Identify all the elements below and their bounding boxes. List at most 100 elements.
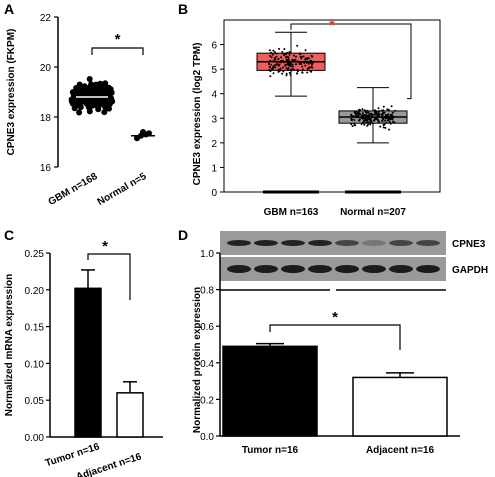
box-data-point bbox=[275, 55, 278, 58]
y-axis-label: CPNE3 expression (log2 TPM) bbox=[192, 43, 203, 186]
box-data-point bbox=[299, 53, 302, 56]
bar bbox=[116, 392, 144, 438]
y-tick-label: 0.10 bbox=[25, 359, 45, 370]
significance-star: * bbox=[329, 17, 335, 34]
box-data-point bbox=[288, 62, 291, 65]
box-data-point bbox=[271, 53, 274, 56]
box-data-point bbox=[288, 53, 291, 56]
box-data-point bbox=[361, 112, 364, 115]
box-data-point bbox=[277, 68, 280, 71]
box-data-point bbox=[377, 119, 379, 122]
box-data-point bbox=[382, 111, 385, 114]
blot-band bbox=[254, 265, 278, 273]
box-data-point bbox=[278, 47, 281, 50]
box-data-point bbox=[374, 110, 376, 113]
blot-band bbox=[362, 265, 386, 273]
box-data-point bbox=[309, 70, 312, 73]
panel-c-chart: 0.00 0.05 0.10 0.15 0.20 0.25 Normalized mRNA … bbox=[4, 238, 163, 477]
box-data-point bbox=[296, 70, 299, 73]
y-tick-label: 0.00 bbox=[25, 433, 45, 444]
y-axis-label: CPNE3 expression (FKPM) bbox=[6, 29, 17, 156]
box-data-point bbox=[283, 48, 286, 50]
box-data-point bbox=[361, 108, 364, 111]
box-data-point bbox=[389, 122, 392, 125]
box-data-point bbox=[289, 74, 292, 76]
box-data-point bbox=[378, 113, 381, 116]
blot-band bbox=[308, 265, 332, 273]
box-data-point bbox=[366, 124, 369, 127]
x-category-label: GBM n=163 bbox=[264, 207, 319, 218]
box-data-point bbox=[285, 67, 288, 70]
y-tick-label: 6 bbox=[211, 41, 217, 52]
box-data-point bbox=[277, 57, 280, 60]
box-data-point bbox=[279, 61, 281, 64]
box-data-point bbox=[362, 114, 365, 116]
box-data-point bbox=[311, 55, 314, 58]
y-tick-label: 4 bbox=[211, 90, 217, 101]
y-tick-label: 0.4 bbox=[200, 359, 214, 370]
gbm-data-point bbox=[96, 83, 103, 90]
box-data-point bbox=[300, 57, 303, 60]
box-data-point bbox=[364, 110, 367, 113]
blot-band bbox=[254, 240, 278, 246]
box-data-point bbox=[380, 109, 383, 112]
box-data-point bbox=[388, 116, 391, 119]
y-tick-label: 18 bbox=[40, 113, 52, 124]
box-data-point bbox=[272, 72, 275, 75]
box-data-point bbox=[357, 111, 360, 114]
box-data-point bbox=[270, 63, 273, 66]
box-data-point bbox=[369, 113, 372, 115]
box-data-point bbox=[277, 63, 280, 66]
gbm-data-point bbox=[78, 92, 85, 99]
box-data-point bbox=[285, 74, 288, 77]
significance-bracket bbox=[269, 324, 401, 350]
box-data-point bbox=[382, 109, 385, 112]
blot-band bbox=[281, 240, 305, 246]
box-data-point bbox=[353, 124, 356, 127]
box-data-point bbox=[309, 62, 312, 65]
gbm-data-point bbox=[91, 91, 98, 98]
blot-band bbox=[362, 240, 386, 246]
box-data-point bbox=[310, 60, 312, 63]
box-data-point bbox=[360, 123, 363, 125]
box-data-point bbox=[283, 53, 286, 55]
box-data-point bbox=[381, 120, 384, 123]
gbm-data-point bbox=[85, 85, 92, 92]
box-data-point bbox=[279, 68, 282, 71]
blot-band bbox=[416, 265, 440, 273]
x-category-label: Normal n=207 bbox=[340, 207, 406, 218]
box-data-point bbox=[386, 117, 389, 120]
box-data-point bbox=[377, 107, 380, 110]
box-data-point bbox=[291, 60, 294, 63]
y-tick-label: 0.8 bbox=[200, 286, 214, 297]
box-data-point bbox=[286, 68, 289, 71]
box-data-point bbox=[285, 55, 288, 58]
box-data-point bbox=[363, 123, 366, 126]
y-axis-label: Normalized protein expression bbox=[192, 287, 203, 433]
box-data-point bbox=[295, 55, 297, 58]
box-data-point bbox=[379, 125, 382, 128]
gbm-data-point bbox=[99, 100, 106, 107]
box-data-point bbox=[377, 110, 380, 113]
box-data-point bbox=[269, 75, 272, 78]
box-data-point bbox=[388, 121, 391, 124]
box-data-point bbox=[368, 118, 371, 120]
box-data-point bbox=[306, 57, 309, 59]
gbm-data-point bbox=[83, 100, 90, 107]
box-data-point bbox=[382, 105, 385, 108]
box-data-point bbox=[270, 56, 273, 59]
box-data-point bbox=[307, 62, 310, 65]
blot-band bbox=[389, 240, 413, 246]
box-data-point bbox=[286, 61, 289, 64]
box-data-point bbox=[269, 59, 272, 62]
panel-letter-c: C bbox=[4, 227, 14, 243]
significance-star: * bbox=[332, 309, 338, 326]
box-data-point bbox=[289, 65, 292, 68]
box-data-point bbox=[386, 108, 389, 111]
box-data-point bbox=[287, 56, 290, 59]
y-tick-label: 5 bbox=[211, 65, 217, 76]
gbm-data-point bbox=[76, 109, 83, 116]
y-tick-label: 0.05 bbox=[25, 396, 45, 407]
significance-bracket bbox=[91, 47, 144, 55]
gbm-data-point bbox=[102, 80, 109, 87]
